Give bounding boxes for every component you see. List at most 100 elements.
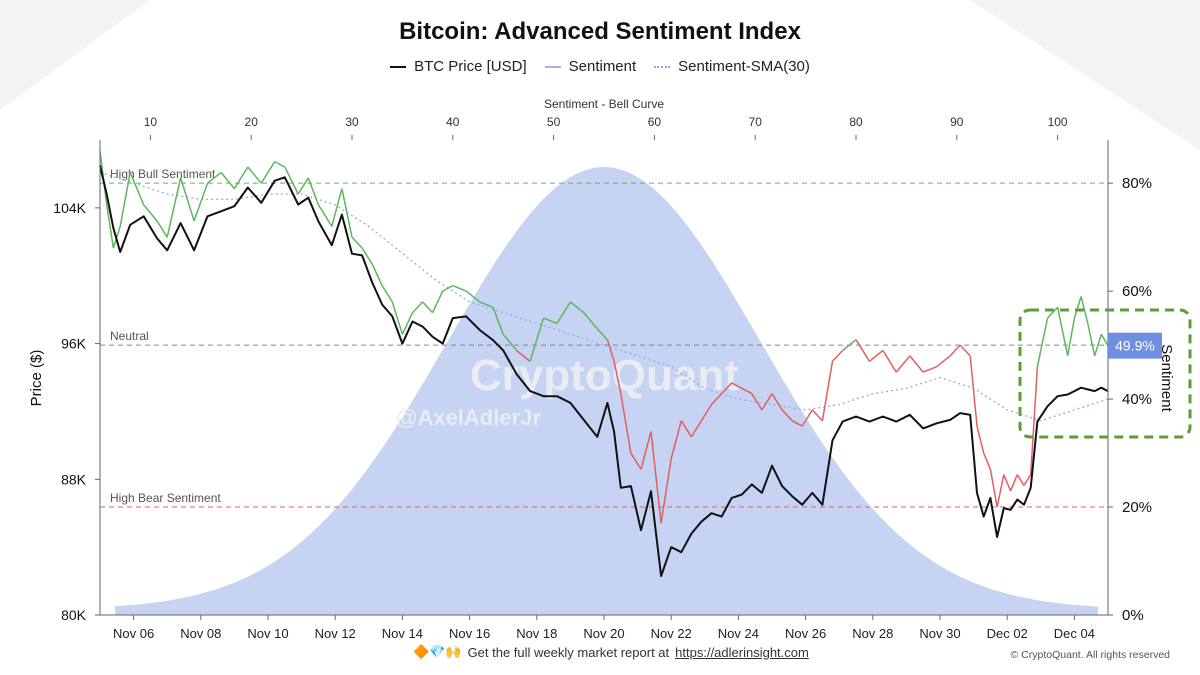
sentiment-segment [731,382,743,389]
sentiment-segment [193,182,209,222]
sentiment-segment [842,339,857,352]
sentiment-segment [207,171,222,184]
sentiment-segment [680,420,693,438]
sentiment-segment [1003,474,1012,492]
sentiment-segment [922,366,937,373]
sentiment-segment [543,317,558,325]
sentiment-segment [620,393,632,454]
right-axis-title: Sentiment [1158,344,1175,412]
left-axis-tick-label: 104K [53,200,86,216]
top-axis-tick-label: 20 [245,115,259,129]
sentiment-segment [596,328,608,341]
sentiment-segment [479,301,494,308]
sentiment-segment [233,166,249,189]
x-axis-tick-label: Nov 16 [449,626,490,641]
sentiment-segment [119,172,131,227]
sentiment-segment [630,452,642,470]
sentiment-segment [465,290,481,303]
sentiment-segment [1093,334,1103,357]
sentiment-segment [959,344,971,357]
sentiment-segment [317,204,333,227]
sentiment-segment [895,355,911,373]
sentiment-segment [502,333,518,351]
x-axis-tick-label: Nov 22 [651,626,692,641]
right-axis-tick-label: 40% [1122,391,1152,408]
top-axis-title: Sentiment - Bell Curve [544,97,664,111]
sentiment-segment [401,312,414,335]
sentiment-segment [1056,307,1069,357]
sentiment-segment [949,344,961,357]
sentiment-segment [821,361,834,421]
sentiment-segment [660,458,672,524]
sentiment-segment [274,160,286,168]
sentiment-segment [1087,323,1096,357]
footer-text: Get the full weekly market report at [467,644,670,660]
legend-item-btc-price[interactable]: BTC Price [USD] [390,58,527,75]
left-axis-tick-label: 80K [61,607,87,623]
sentiment-segment [492,307,504,335]
sentiment-segment [351,236,363,249]
sentiment-segment [650,431,662,524]
sentiment-segment [801,409,813,427]
sentiment-segment [452,285,467,292]
sentiment-segment [751,393,763,411]
sentiment-segment [690,420,703,438]
btc-price-line [99,165,1109,577]
sentiment-segment [700,404,713,422]
sentiment-segment [307,177,320,206]
sentiment-segment [1066,317,1076,357]
sentiment-segment [1100,333,1109,347]
sentiment-segment [569,301,585,314]
x-axis-tick-label: Dec 04 [1054,626,1095,641]
sentiment-segment [341,188,353,238]
legend-item-sentiment-sma[interactable]: Sentiment-SMA(30) [654,58,810,75]
top-axis-tick-label: 30 [345,115,359,129]
footer-promo: 🔶💎🙌 Get the full weekly market report at… [413,644,809,660]
chart-title: Bitcoin: Advanced Sentiment Index [399,18,801,45]
sentiment-segment [936,355,951,368]
x-axis-tick-label: Nov 26 [785,626,826,641]
sentiment-segment [529,317,545,362]
watermark-handle: @AxelAdlerJr [396,405,541,430]
x-axis-tick-label: Nov 08 [180,626,221,641]
top-axis-tick-label: 90 [950,115,964,129]
watermark-brand: CryptoQuant [470,351,739,400]
sentiment-segment [442,285,454,292]
sentiment-segment [361,247,373,265]
left-axis-tick-label: 88K [61,471,87,487]
sentiment-segment [129,172,145,206]
current-value-label: 49.9% [1115,338,1155,354]
reference-line-label: High Bull Sentiment [110,167,216,181]
legend-swatch-sentiment-sma [654,65,671,68]
footer-link[interactable]: https://adlerinsight.com [675,644,809,660]
reference-lines-layer: High Bull Sentiment Neutral High Bear Sent… [100,167,1108,508]
legend-swatch-sentiment [544,65,561,68]
top-axis-tick-label: 70 [749,115,763,129]
x-axis-tick-label: Nov 24 [718,626,759,641]
top-axis-tick-label: 40 [446,115,460,129]
chart-legend: BTC Price [USD] Sentiment Sentiment-SMA(… [0,58,1200,75]
reference-line-label: High Bear Sentiment [110,491,221,505]
sentiment-segment [868,349,884,362]
sentiment-segment [220,171,235,190]
sentiment-segment [156,220,168,238]
price-layer [99,165,1109,577]
sentiment-segment [670,420,683,459]
sentiment-segment [179,177,195,222]
sentiment-segment [1036,317,1049,367]
sentiment-segment [1046,306,1059,319]
sentiment-segment [143,204,158,222]
sentiment-segment [855,339,871,362]
right-axis-tick-label: 80% [1122,175,1152,192]
legend-item-sentiment[interactable]: Sentiment [544,58,636,75]
sentiment-segment [391,301,404,335]
sentiment-segment [989,469,998,508]
top-axis-tick-label: 80 [849,115,863,129]
watermark-layer: CryptoQuant @AxelAdlerJr [396,351,739,430]
sentiment-segment [761,393,773,411]
sentiment-segment [431,290,444,314]
sentiment-segment [284,166,299,195]
sentiment-segment [381,285,393,303]
sma-layer [99,171,1109,422]
right-axis-tick-label: 20% [1122,499,1152,516]
